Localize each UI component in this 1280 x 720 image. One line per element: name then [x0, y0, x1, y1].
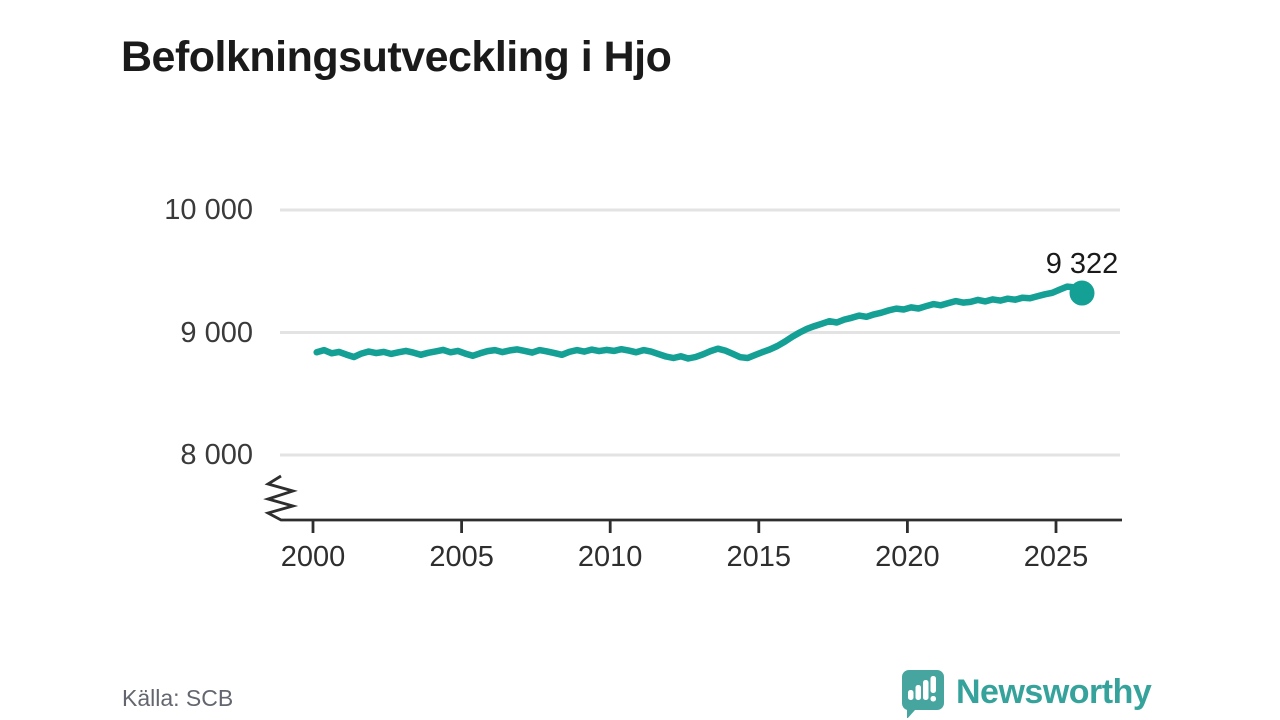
x-axis-with-break-zigzag	[263, 474, 1122, 522]
brand-name: Newsworthy	[956, 673, 1152, 711]
population-line	[313, 283, 1086, 362]
y-tick-label: 9 000	[180, 316, 253, 349]
y-tick-label: 8 000	[180, 439, 253, 471]
x-tick-label: 2015	[726, 541, 792, 573]
latest-value-label: 9 322	[1045, 248, 1119, 280]
x-tick-label: 2010	[577, 541, 643, 573]
latest-point-marker	[1069, 280, 1095, 306]
page-title: Befolkningsutveckling i Hjo	[121, 32, 672, 81]
x-tick-label: 2020	[875, 541, 940, 573]
newsworthy-logo-icon	[901, 670, 944, 718]
source-note: Källa: SCB	[122, 685, 234, 711]
x-tick-label: 2000	[280, 541, 346, 573]
x-tick-label: 2025	[1023, 541, 1089, 573]
y-tick-label: 10 000	[164, 194, 253, 226]
x-tick-label: 2005	[429, 541, 494, 573]
brand-footer: Newsworthy	[896, 666, 1152, 718]
